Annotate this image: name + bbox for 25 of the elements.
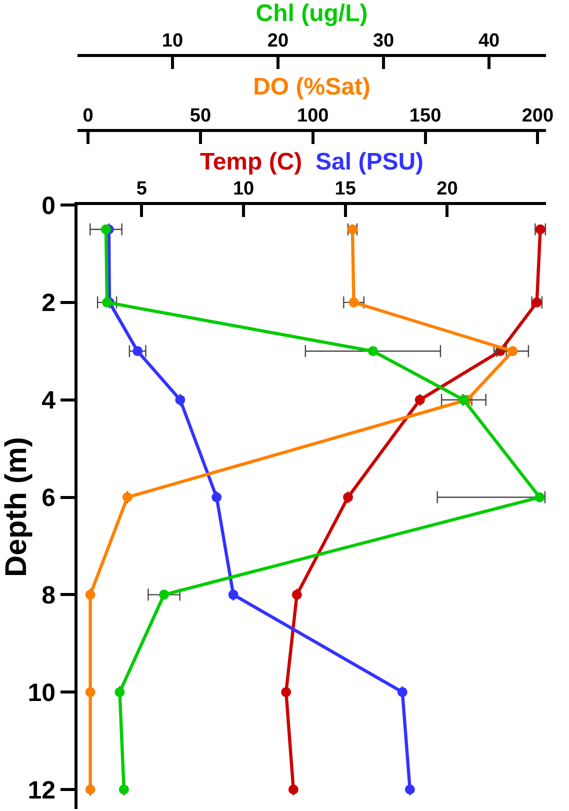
x-tick-label: 10 [162, 30, 184, 52]
y-tick-label: 6 [42, 484, 56, 512]
x2-tick-label: 200 [522, 105, 554, 126]
text: Sal (PSU) [316, 148, 424, 176]
x-tick-label: 30 [372, 30, 394, 52]
text: Temp (C) [200, 148, 302, 176]
x-tick-label: 20 [436, 178, 458, 200]
y-axis-title: Depth (m) [0, 437, 33, 577]
x-tick-label: 10 [232, 178, 254, 200]
x2-tick-label: 0 [82, 105, 94, 126]
x-tick-label: 40 [478, 30, 500, 52]
y-tick-label: 8 [42, 581, 56, 610]
x2-tick-label: 100 [297, 105, 329, 126]
x-tick-label: 15 [334, 178, 356, 200]
y-tick-label: 4 [42, 386, 56, 415]
x-tick-label: 20 [267, 30, 289, 52]
y-tick-label: 12 [28, 776, 56, 804]
x2-tick-label: 50 [190, 105, 212, 126]
text: Chl (ug/L) [256, 0, 368, 27]
x-tick-label: 5 [136, 178, 148, 200]
text: DO (%Sat) [253, 74, 370, 100]
y-tick-label: 0 [42, 192, 56, 220]
y-tick-label: 10 [28, 678, 56, 707]
y-tick-label: 2 [42, 289, 56, 318]
x2-tick-label: 150 [409, 105, 442, 126]
